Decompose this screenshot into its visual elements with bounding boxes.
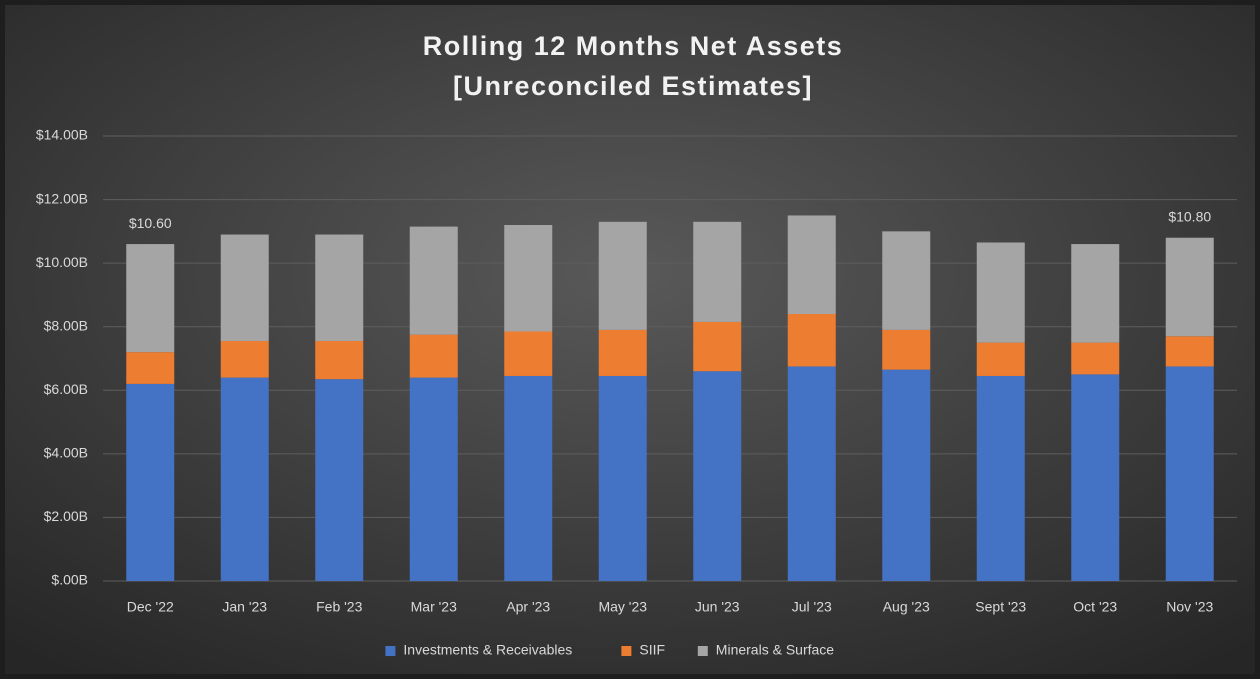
bar-segment: [976, 342, 1025, 376]
bar-segment: [220, 377, 269, 581]
y-tick-label: $4.00B: [44, 445, 88, 461]
x-tick-label: Jun '23: [695, 599, 740, 615]
x-tick-label: Sept '23: [975, 599, 1026, 615]
bar-segment: [409, 334, 458, 378]
x-tick-label: Feb '23: [316, 599, 362, 615]
y-tick-label: $10.00B: [36, 254, 88, 270]
x-tick-label: Jul '23: [792, 599, 832, 615]
legend-label: Minerals & Surface: [716, 642, 834, 658]
bar-segment: [409, 226, 458, 335]
chart-subtitle: [Unreconciled Estimates]: [453, 71, 813, 101]
bar-segment: [598, 375, 647, 581]
bar-segment: [315, 379, 364, 581]
x-tick-label: Mar '23: [411, 599, 457, 615]
chart-title: Rolling 12 Months Net Assets: [423, 31, 844, 61]
bar-segment: [504, 331, 553, 376]
x-tick-label: Dec '22: [127, 599, 174, 615]
bar-segment: [882, 329, 931, 370]
bar-segment: [1071, 244, 1120, 343]
bar-segment: [693, 221, 742, 322]
y-tick-label: $14.00B: [36, 127, 88, 143]
x-tick-label: Aug '23: [883, 599, 930, 615]
bar-segment: [976, 375, 1025, 581]
x-tick-label: Jan '23: [222, 599, 267, 615]
legend-label: Investments & Receivables: [403, 642, 572, 658]
legend-swatch: [385, 646, 396, 656]
x-tick-label: Nov '23: [1166, 599, 1213, 615]
bar-segment: [1165, 336, 1214, 367]
bar-segment: [787, 314, 836, 367]
y-tick-label: $12.00B: [36, 190, 88, 206]
bar-segment: [976, 242, 1025, 343]
bar-segment: [504, 225, 553, 332]
bar-segment: [409, 377, 458, 581]
bar-segment: [598, 329, 647, 376]
x-tick-label: Apr '23: [506, 599, 550, 615]
bar-segment: [1071, 342, 1120, 375]
bar-segment: [1165, 366, 1214, 581]
y-tick-label: $8.00B: [44, 317, 88, 333]
bar-segment: [126, 244, 175, 353]
y-tick-label: $6.00B: [44, 381, 88, 397]
data-label: $10.80: [1168, 208, 1211, 224]
bar-segment: [1165, 237, 1214, 337]
bar-segment: [504, 375, 553, 581]
bar-segment: [598, 221, 647, 330]
bar-segment: [315, 341, 364, 380]
bar-segment: [787, 215, 836, 314]
legend-swatch: [621, 646, 632, 656]
bar-segment: [693, 371, 742, 581]
data-label: $10.60: [129, 215, 172, 231]
x-tick-label: Oct '23: [1073, 599, 1117, 615]
bar-segment: [787, 366, 836, 581]
bar-segment: [882, 231, 931, 330]
y-tick-label: $.00B: [51, 572, 88, 588]
bar-segment: [220, 341, 269, 378]
bar-segment: [1071, 374, 1120, 581]
legend-swatch: [697, 646, 708, 656]
bar-segment: [126, 383, 175, 581]
y-tick-label: $2.00B: [44, 508, 88, 524]
x-tick-label: May '23: [598, 599, 647, 615]
bar-segment: [693, 321, 742, 372]
bar-segment: [126, 352, 175, 384]
bar-segment: [315, 234, 364, 342]
bar-segment: [220, 234, 269, 342]
bar-segment: [882, 369, 931, 581]
legend-label: SIIF: [639, 642, 665, 658]
